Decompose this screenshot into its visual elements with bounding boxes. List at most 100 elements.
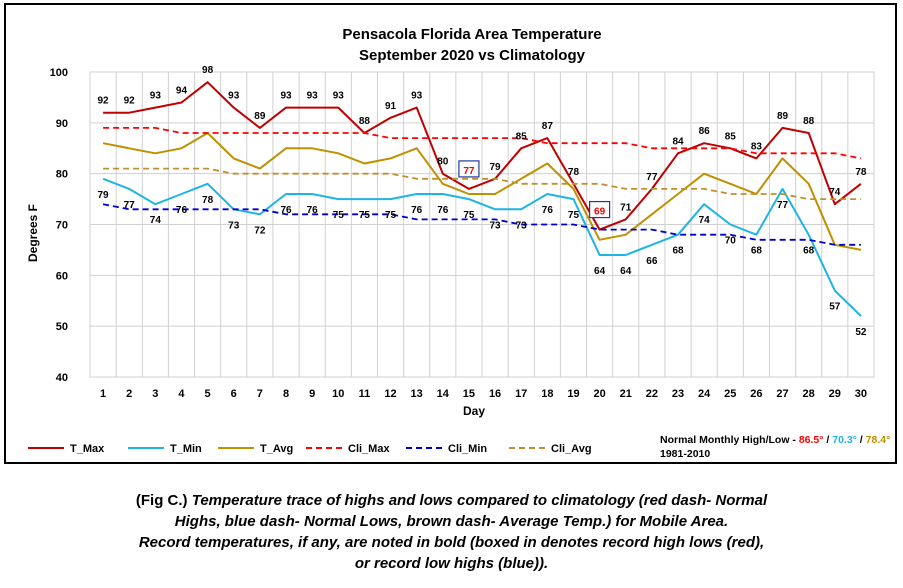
data-label-tmin: 73 xyxy=(516,220,528,231)
normals-high: 86.5° xyxy=(799,434,824,446)
data-label-tmax: 92 xyxy=(124,96,136,107)
x-tick-label: 3 xyxy=(152,388,158,400)
line-chart: Pensacola Florida Area Temperature Septe… xyxy=(26,26,890,460)
x-tick-label: 25 xyxy=(724,388,736,400)
normals-prefix: Normal Monthly High/Low - xyxy=(660,434,796,446)
normals-period: 1981-2010 xyxy=(660,448,710,460)
chart-subtitle: September 2020 vs Climatology xyxy=(359,47,586,64)
caption-line-1-text: Temperature trace of highs and lows comp… xyxy=(191,492,768,509)
data-label-tmin: 68 xyxy=(803,246,815,257)
data-label-tmin: 66 xyxy=(646,256,658,267)
x-tick-label: 8 xyxy=(283,388,289,400)
data-label-tmin: 75 xyxy=(359,210,371,221)
data-label-tmin: 75 xyxy=(568,210,580,221)
x-tick-label: 14 xyxy=(437,388,450,400)
data-label-tmax: 78 xyxy=(855,167,867,178)
chart-frame: Pensacola Florida Area Temperature Septe… xyxy=(4,3,897,464)
data-label-tmin: 76 xyxy=(280,205,292,216)
caption-line-4: or record low highs (blue)). xyxy=(354,555,549,572)
x-tick-label: 5 xyxy=(205,388,211,400)
data-label-tmax: 98 xyxy=(202,65,214,76)
data-label-tmin: 74 xyxy=(699,215,711,226)
x-tick-label: 20 xyxy=(593,388,605,400)
data-label-tmax: 89 xyxy=(254,111,266,122)
data-labels: 92 92 93 94 98 93 89 93 93 93 88 91 93 80 79 85 87 78 71 77… xyxy=(98,65,867,338)
data-label-tmax: 87 xyxy=(542,121,554,132)
normals-sep1: / xyxy=(826,434,829,446)
data-label-tmax: 85 xyxy=(516,131,528,142)
series-line-cli-min xyxy=(102,203,861,246)
x-tick-label: 10 xyxy=(332,388,344,400)
x-tick-label: 19 xyxy=(567,388,579,400)
data-label-tmin: 77 xyxy=(777,200,789,211)
data-label-tmin: 64 xyxy=(620,266,632,277)
x-tick-label: 7 xyxy=(257,388,263,400)
data-label-tmin: 75 xyxy=(385,210,397,221)
normals-note: Normal Monthly High/Low - 86.5° / 70.3° … xyxy=(660,434,890,446)
record-box xyxy=(588,200,611,219)
data-label-tmin: 76 xyxy=(411,205,423,216)
x-tick-label: 28 xyxy=(803,388,815,400)
data-label-tmax: 93 xyxy=(150,91,162,102)
x-tick-label: 17 xyxy=(515,388,527,400)
data-label-tmin: 68 xyxy=(672,246,684,257)
series-line-cli-avg xyxy=(103,167,861,201)
data-label-tmax: 91 xyxy=(385,101,397,112)
data-label-tmin: 76 xyxy=(437,205,449,216)
legend-label: Cli_Min xyxy=(448,443,487,455)
series-line-t-min xyxy=(102,177,862,317)
legend: T_Max T_Min T_Avg Cli_Max Cli_Min Cli_Avg xyxy=(28,443,592,455)
x-tick-label: 24 xyxy=(698,388,711,400)
data-label-tmin: 72 xyxy=(254,225,266,236)
data-label-tmin: 70 xyxy=(725,236,737,247)
legend-label: T_Max xyxy=(70,443,105,455)
x-tick-label: 30 xyxy=(855,388,867,400)
x-tick-label: 12 xyxy=(384,388,396,400)
x-tick-label: 13 xyxy=(411,388,423,400)
data-label-tmax: 92 xyxy=(98,96,110,107)
caption-prefix: (Fig C.) xyxy=(135,492,192,509)
data-label-tmax: 78 xyxy=(568,167,580,178)
x-tick-label: 16 xyxy=(489,388,501,400)
record-label: 77 xyxy=(463,166,475,177)
record-box xyxy=(458,160,480,178)
caption-line-1: (Fig C.) Temperature trace of highs and … xyxy=(0,490,903,511)
data-label-tmax: 80 xyxy=(437,157,449,168)
legend-label: T_Min xyxy=(170,443,202,455)
data-label-tmax: 93 xyxy=(280,91,292,102)
data-label-tmax: 88 xyxy=(803,116,815,127)
figure-caption: (Fig C.) Temperature trace of highs and … xyxy=(0,490,903,574)
data-label-tmin: 74 xyxy=(150,215,162,226)
series-line-t-avg xyxy=(102,132,862,251)
caption-line-3: Record temperatures, if any, are noted i… xyxy=(138,534,765,551)
data-label-tmin: 79 xyxy=(98,190,110,201)
data-label-tmax: 71 xyxy=(620,202,632,213)
y-tick-label: 60 xyxy=(56,270,68,282)
x-tick-label: 18 xyxy=(541,388,553,400)
x-tick-label: 4 xyxy=(178,388,185,400)
y-tick-label: 40 xyxy=(56,372,68,384)
data-label-tmax: 93 xyxy=(333,91,345,102)
data-label-tmax: 93 xyxy=(307,91,319,102)
legend-label: T_Avg xyxy=(260,443,293,455)
data-label-tmax: 85 xyxy=(725,131,737,142)
data-label-tmax: 74 xyxy=(829,187,841,198)
data-label-tmin: 52 xyxy=(855,327,867,338)
data-label-tmax: 93 xyxy=(228,91,240,102)
normals-sep2: / xyxy=(860,434,863,446)
data-label-tmin: 73 xyxy=(228,220,240,231)
y-tick-label: 50 xyxy=(56,321,68,333)
data-label-tmax: 86 xyxy=(699,126,711,137)
x-tick-label: 21 xyxy=(620,388,632,400)
data-label-tmin: 73 xyxy=(490,220,502,231)
data-label-tmin: 78 xyxy=(202,195,214,206)
y-tick-label: 90 xyxy=(56,118,68,130)
x-tick-label: 29 xyxy=(829,388,841,400)
x-axis-title: Day xyxy=(463,404,485,418)
data-label-tmax: 89 xyxy=(777,111,789,122)
x-tick-label: 26 xyxy=(750,388,762,400)
series-lines xyxy=(102,81,862,317)
data-label-tmax: 79 xyxy=(490,162,502,173)
data-label-tmax: 94 xyxy=(176,86,188,97)
